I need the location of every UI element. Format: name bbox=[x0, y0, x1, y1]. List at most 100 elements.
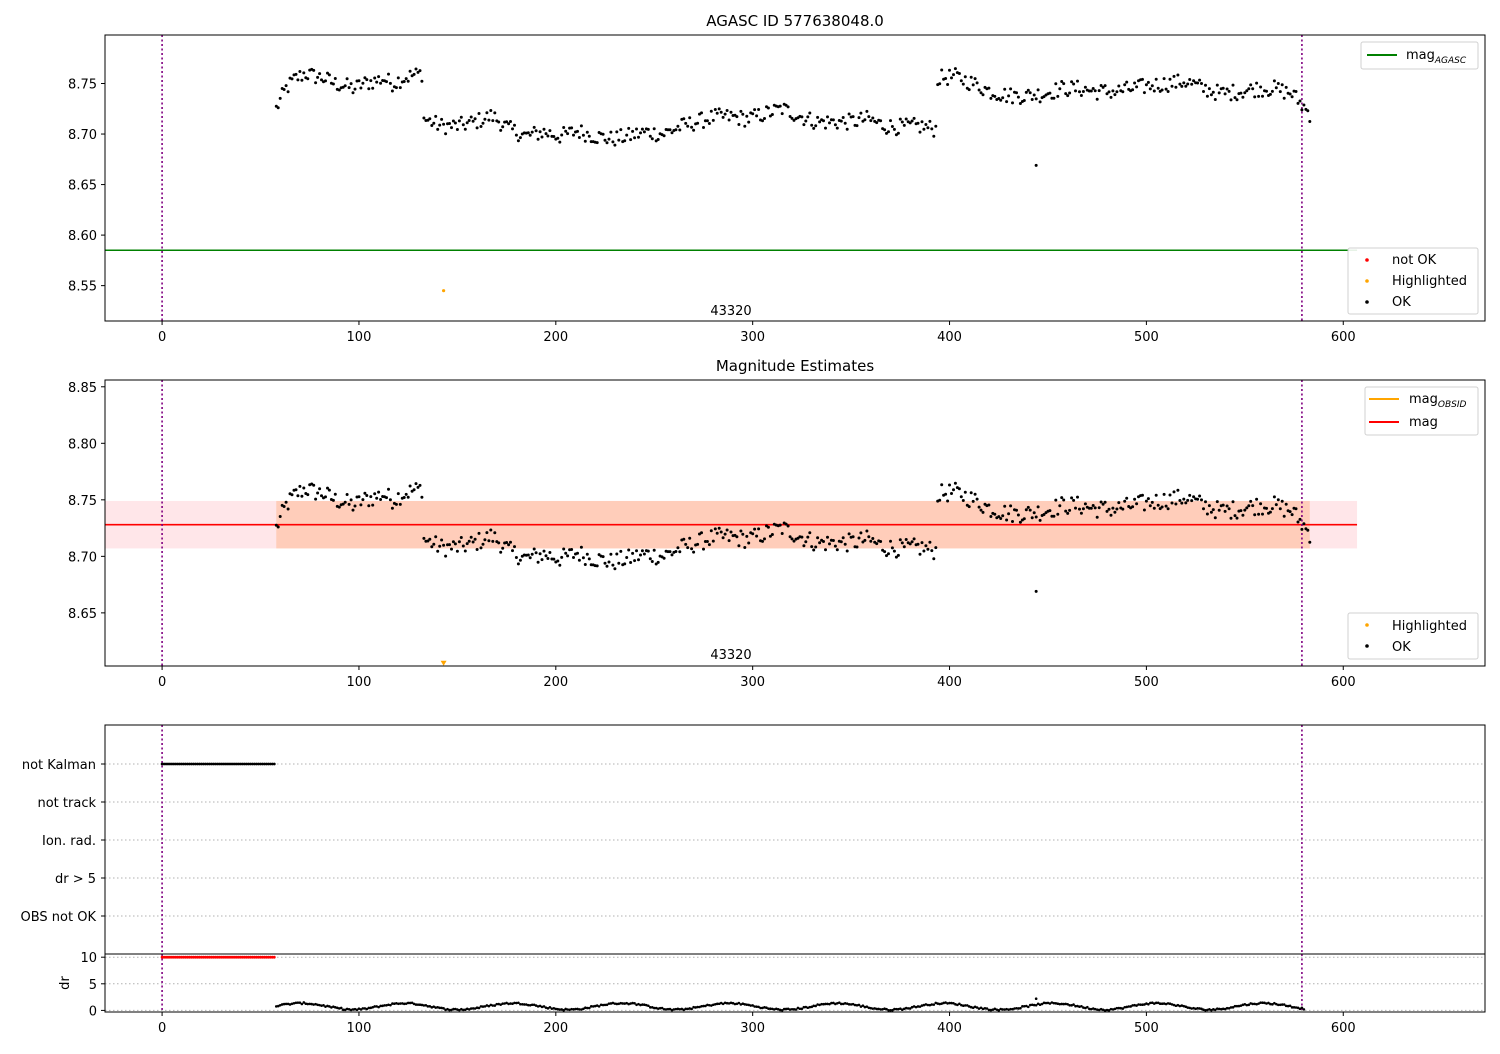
ok-point bbox=[755, 534, 759, 538]
ok-point bbox=[1015, 91, 1018, 95]
ok-point bbox=[845, 549, 849, 553]
ok-point bbox=[723, 532, 727, 536]
ok-point bbox=[1249, 83, 1253, 87]
legend-label-highlighted: Highlighted bbox=[1392, 274, 1467, 289]
ok-point bbox=[650, 137, 654, 141]
dr-point bbox=[753, 1005, 756, 1008]
ok-point bbox=[997, 515, 1001, 519]
dr-point bbox=[400, 1002, 404, 1005]
ok-point bbox=[412, 72, 416, 76]
ok-point bbox=[859, 111, 863, 115]
ok-point bbox=[1054, 82, 1058, 86]
dr-point bbox=[855, 1003, 859, 1007]
ok-point bbox=[908, 121, 912, 125]
dr-point bbox=[1080, 1004, 1083, 1008]
ok-point bbox=[1198, 78, 1202, 82]
ok-point bbox=[1135, 85, 1139, 89]
ok-point bbox=[379, 81, 383, 85]
dr-point bbox=[1068, 1003, 1071, 1007]
dr-clipped-point bbox=[261, 955, 264, 959]
ok-point bbox=[394, 502, 398, 506]
ok-point bbox=[1202, 90, 1205, 93]
ok-point bbox=[1003, 87, 1007, 91]
ok-point bbox=[824, 548, 827, 552]
ok-point bbox=[1243, 91, 1247, 95]
dr-point bbox=[879, 1008, 882, 1011]
ok-point bbox=[1278, 507, 1282, 511]
ok-point bbox=[1097, 89, 1101, 93]
magnitude-ytick-label-8.65: 8.65 bbox=[68, 607, 97, 622]
ok-point bbox=[343, 84, 347, 88]
flag-mark bbox=[265, 762, 268, 766]
ok-point bbox=[900, 541, 904, 545]
ok-point bbox=[1111, 89, 1115, 93]
ok-point bbox=[1097, 506, 1101, 510]
dr-point bbox=[652, 1006, 656, 1010]
ok-point bbox=[892, 549, 896, 553]
ok-point bbox=[471, 540, 475, 544]
ok-point bbox=[351, 91, 355, 95]
dr-clipped-point bbox=[202, 955, 205, 959]
ok-point bbox=[814, 545, 818, 549]
dr-point bbox=[900, 1008, 904, 1012]
dr-point bbox=[1271, 1003, 1274, 1006]
dr-point bbox=[1119, 1006, 1123, 1010]
dr-point bbox=[292, 1002, 296, 1005]
ok-point bbox=[341, 502, 345, 506]
ok-point bbox=[546, 557, 550, 560]
dr-point bbox=[469, 1007, 473, 1010]
dr-point bbox=[1213, 1008, 1217, 1012]
dr-clipped-point bbox=[180, 955, 184, 959]
dr-point bbox=[556, 1007, 560, 1011]
ok-point bbox=[1011, 101, 1014, 105]
ok-point bbox=[579, 124, 583, 128]
magnitude-plot-frame bbox=[104, 379, 1486, 667]
ok-point bbox=[1018, 520, 1022, 524]
ok-point bbox=[652, 127, 656, 131]
ok-point bbox=[623, 139, 627, 143]
ok-point bbox=[946, 499, 950, 503]
ok-point bbox=[1253, 95, 1257, 99]
dr-point bbox=[745, 1003, 749, 1006]
dr-point bbox=[645, 1003, 648, 1007]
ok-point bbox=[379, 498, 383, 501]
dr-point bbox=[934, 1001, 938, 1005]
dr-point bbox=[1141, 1003, 1144, 1007]
dr-point bbox=[682, 1008, 686, 1012]
ok-point bbox=[619, 549, 623, 553]
ok-point bbox=[642, 552, 646, 556]
dr-point bbox=[475, 1006, 479, 1010]
ok-point bbox=[430, 545, 434, 549]
ok-point bbox=[461, 544, 465, 548]
observation-id-annotation: 43320 bbox=[710, 304, 751, 319]
ok-point bbox=[1064, 509, 1068, 513]
ok-point bbox=[1215, 500, 1219, 504]
ok-point bbox=[1265, 506, 1268, 510]
ok-point bbox=[824, 126, 827, 130]
dr-point bbox=[975, 1006, 979, 1009]
ok-point bbox=[766, 106, 770, 110]
ok-point bbox=[491, 119, 495, 123]
dr-clipped-point bbox=[270, 955, 274, 959]
dr-point bbox=[544, 1006, 548, 1009]
dr-point bbox=[414, 1003, 418, 1006]
ok-point bbox=[1170, 84, 1174, 88]
dr-point bbox=[410, 1001, 414, 1005]
dr-point bbox=[1152, 1002, 1156, 1005]
dr-point bbox=[916, 1005, 920, 1008]
ok-point bbox=[894, 555, 898, 559]
dr-point bbox=[534, 1004, 538, 1007]
dr-point bbox=[1099, 1007, 1103, 1011]
ok-point bbox=[1288, 510, 1292, 514]
ok-point bbox=[739, 109, 743, 113]
ok-point bbox=[916, 121, 920, 125]
dr-point bbox=[1021, 1005, 1024, 1008]
ok-point bbox=[615, 130, 619, 134]
ok-point bbox=[1259, 502, 1263, 506]
ok-point bbox=[1144, 499, 1148, 503]
dr-point bbox=[1229, 1006, 1233, 1009]
flag-mark bbox=[257, 762, 260, 766]
ok-point bbox=[1198, 494, 1202, 498]
dr-point bbox=[1145, 1002, 1148, 1005]
magnitude-ytick-label-8.85: 8.85 bbox=[68, 381, 97, 396]
